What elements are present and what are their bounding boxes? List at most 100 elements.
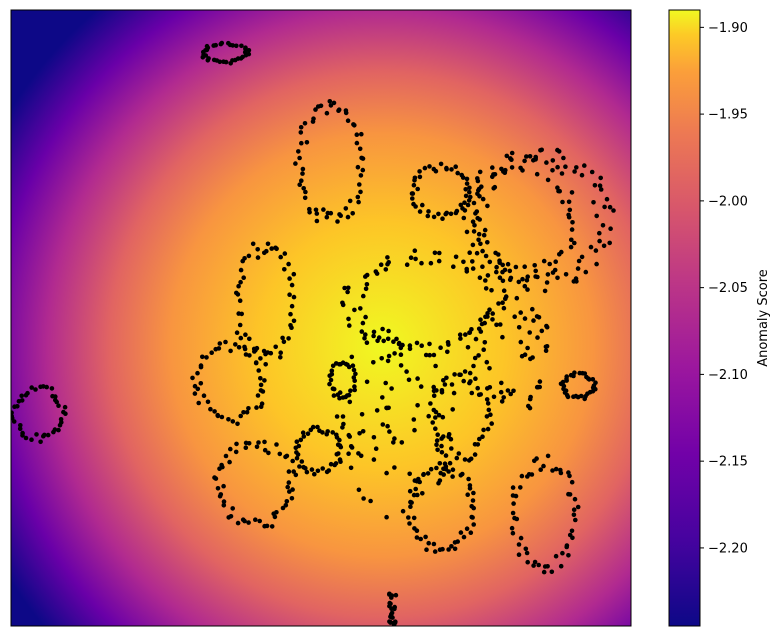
scatter-point <box>324 110 330 116</box>
scatter-point <box>555 185 560 190</box>
scatter-point <box>237 298 243 304</box>
scatter-point <box>281 339 287 345</box>
scatter-point <box>359 329 365 334</box>
scatter-point <box>228 514 234 519</box>
scatter-point <box>200 354 205 360</box>
scatter-point <box>358 173 364 178</box>
scatter-point <box>514 516 520 522</box>
scatter-point <box>313 107 318 112</box>
scatter-point <box>463 187 469 192</box>
scatter-point <box>408 499 413 505</box>
scatter-point <box>239 311 244 317</box>
scatter-point <box>470 266 476 271</box>
scatter-point <box>525 274 530 280</box>
scatter-point <box>512 314 517 320</box>
scatter-point <box>466 476 471 482</box>
scatter-point <box>62 404 68 410</box>
scatter-point <box>508 391 513 397</box>
scatter-point <box>458 336 463 341</box>
scatter-point <box>388 612 394 617</box>
scatter-point <box>327 381 332 387</box>
scatter-point <box>293 161 298 166</box>
scatter-point <box>320 466 326 471</box>
scatter-point <box>266 450 271 456</box>
scatter-point <box>550 168 555 173</box>
scatter-point <box>260 389 266 394</box>
scatter-point <box>414 528 420 533</box>
scatter-point <box>553 259 558 265</box>
scatter-point <box>570 220 575 225</box>
scatter-point <box>361 496 366 501</box>
scatter-point <box>413 486 419 492</box>
scatter-point <box>550 468 555 473</box>
scatter-point <box>246 48 252 53</box>
scatter-point <box>490 317 495 322</box>
scatter-point <box>537 379 543 384</box>
scatter-point <box>347 198 353 204</box>
scatter-point <box>482 227 488 233</box>
scatter-point <box>425 471 431 476</box>
scatter-point <box>468 456 474 462</box>
scatter-point <box>308 427 314 433</box>
scatter-point <box>286 261 291 267</box>
scatter-point <box>263 362 269 367</box>
scatter-point <box>511 388 516 394</box>
scatter-point <box>460 471 465 477</box>
scatter-point <box>294 439 300 445</box>
scatter-point <box>518 165 523 171</box>
scatter-point <box>301 186 307 191</box>
scatter-point <box>471 363 476 369</box>
scatter-point <box>354 132 360 137</box>
scatter-point <box>545 272 551 277</box>
scatter-point <box>205 399 211 405</box>
scatter-point <box>19 393 25 399</box>
scatter-point <box>385 358 391 364</box>
scatter-point <box>192 391 198 396</box>
scatter-point <box>331 100 337 106</box>
scatter-point <box>565 394 571 400</box>
scatter-point <box>484 397 490 402</box>
scatter-point <box>503 294 509 299</box>
scatter-point <box>286 480 292 485</box>
scatter-point <box>307 210 312 215</box>
scatter-point <box>431 388 437 394</box>
scatter-point <box>485 240 490 245</box>
scatter-point <box>476 326 482 332</box>
scatter-point <box>559 171 565 176</box>
scatter-point <box>314 218 320 224</box>
scatter-point <box>431 384 437 390</box>
scatter-point <box>355 164 361 170</box>
scatter-point <box>234 43 239 49</box>
scatter-point <box>486 407 492 413</box>
scatter-point <box>414 479 420 484</box>
scatter-point <box>297 182 303 187</box>
scatter-point <box>315 424 320 430</box>
scatter-point <box>331 393 337 398</box>
scatter-point <box>499 380 504 386</box>
scatter-point <box>569 227 575 232</box>
scatter-point <box>277 451 283 457</box>
scatter-point <box>471 505 477 511</box>
scatter-point <box>18 423 23 428</box>
scatter-point <box>241 275 246 281</box>
scatter-point <box>198 364 204 370</box>
scatter-point <box>286 469 292 474</box>
scatter-point <box>436 258 442 264</box>
scatter-point <box>414 340 420 346</box>
scatter-point <box>384 514 389 520</box>
scatter-point <box>473 336 479 342</box>
scatter-point <box>420 202 425 208</box>
scatter-point <box>463 193 469 199</box>
scatter-point <box>410 196 415 201</box>
scatter-point <box>309 467 315 472</box>
scatter-point <box>448 211 454 217</box>
scatter-point <box>384 405 390 411</box>
scatter-point <box>518 310 523 315</box>
scatter-point <box>215 486 221 491</box>
scatter-point <box>472 452 478 457</box>
scatter-point <box>541 463 546 469</box>
scatter-point <box>380 422 386 427</box>
scatter-point <box>223 59 229 65</box>
scatter-point <box>246 406 251 411</box>
scatter-point <box>211 43 216 48</box>
